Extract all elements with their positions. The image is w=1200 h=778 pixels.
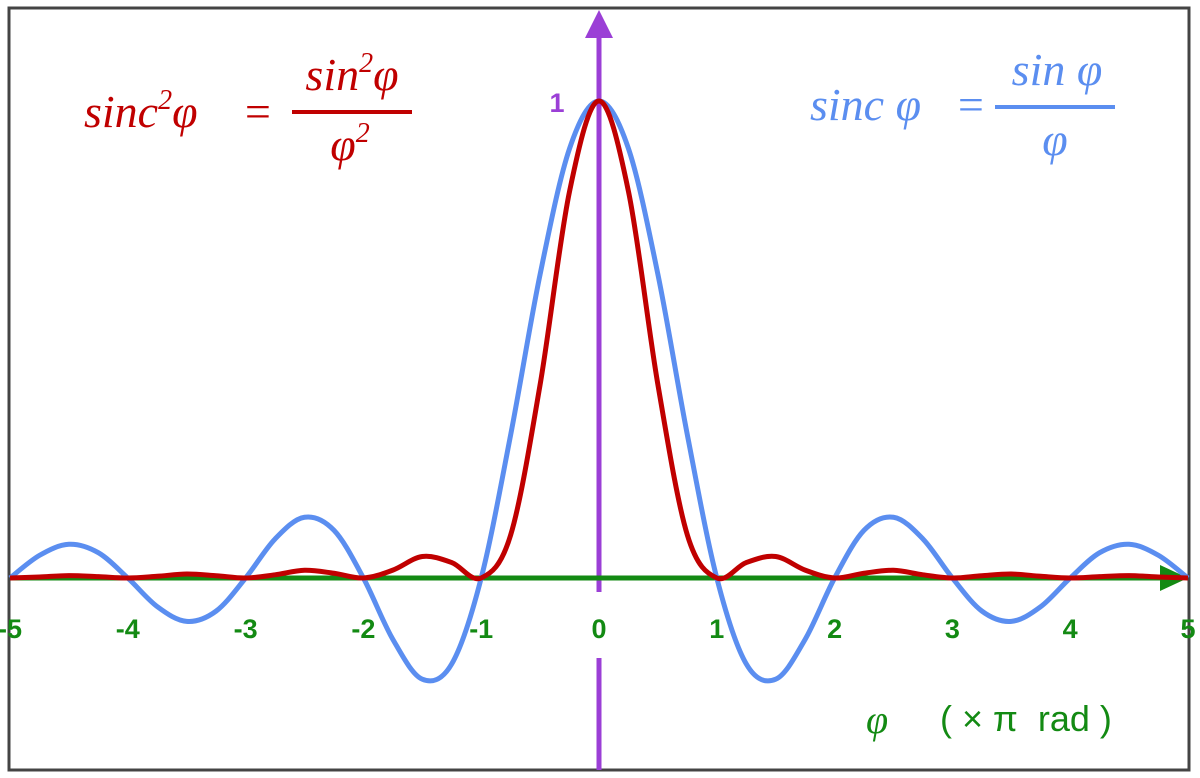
sinc-numerator: sin φ	[1012, 44, 1103, 95]
x-axis-label-symbol: φ	[866, 697, 888, 742]
y-axis-arrowhead	[585, 10, 613, 38]
sinc-equals: =	[955, 79, 986, 130]
sinc-squared-equals: =	[242, 86, 273, 137]
sinc-squared-curve	[9, 98, 1189, 582]
sinc-denominator: φ	[1042, 114, 1067, 165]
y-tick-label-1: 1	[549, 88, 564, 118]
x-tick-label: 4	[1063, 614, 1078, 644]
x-axis-label-unit: ( × π rad )	[940, 698, 1112, 739]
sinc-formula: sinc φ = sin φ φ	[810, 44, 1115, 165]
sinc-squared-formula: sinc2φ = sin2φ φ2	[84, 48, 412, 170]
sinc-squared-numerator: sin2φ	[305, 48, 398, 100]
x-tick-label: 3	[945, 614, 960, 644]
x-tick-label: -3	[234, 614, 258, 644]
x-tick-label: -1	[469, 614, 493, 644]
sinc-lhs: sinc φ	[810, 79, 921, 130]
x-tick-label: 1	[709, 614, 724, 644]
x-tick-label: 0	[591, 614, 606, 644]
x-tick-label: -2	[351, 614, 375, 644]
x-tick-label: -4	[116, 614, 140, 644]
x-tick-label: 5	[1180, 614, 1195, 644]
sinc-squared-denominator: φ2	[330, 118, 369, 170]
sinc-squared-lhs: sinc2φ	[84, 85, 198, 137]
x-tick-label: -5	[0, 614, 22, 644]
x-tick-label: 2	[827, 614, 842, 644]
